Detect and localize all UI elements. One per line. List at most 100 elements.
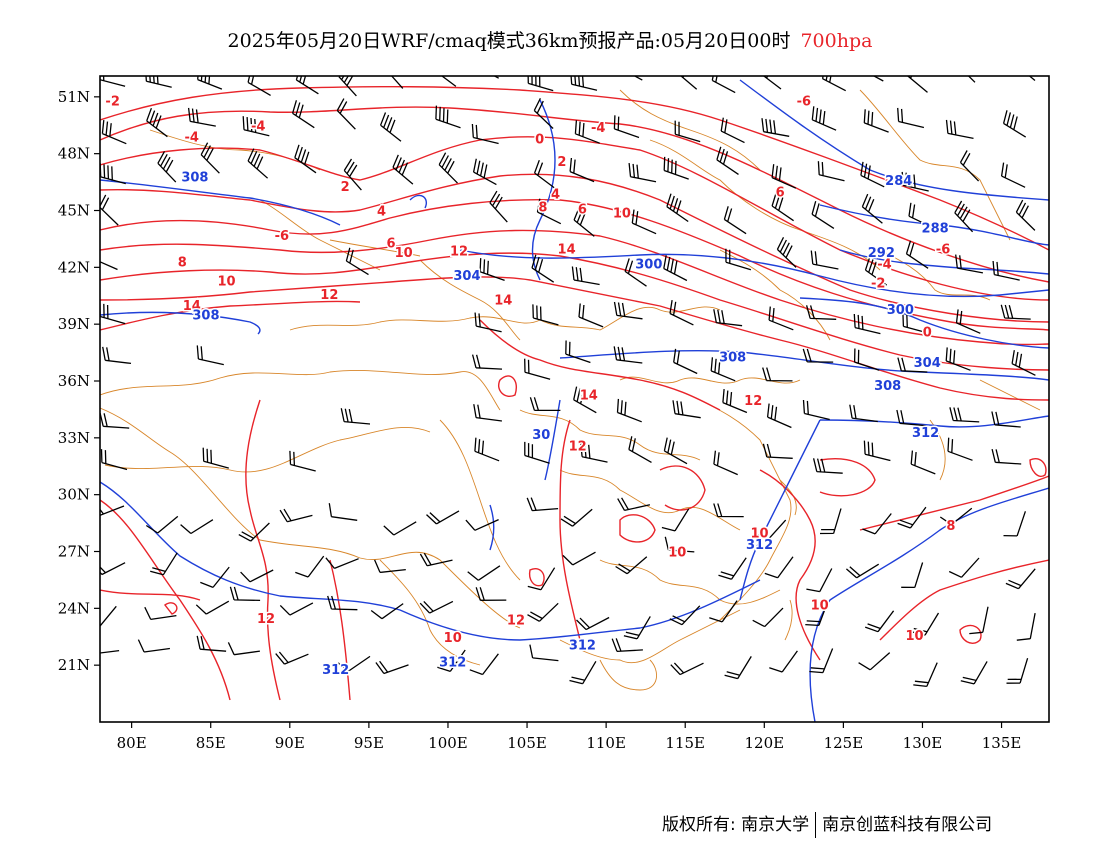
temperature-label: 10	[668, 546, 686, 561]
wind-barb	[227, 642, 260, 656]
wind-barb	[489, 190, 508, 223]
wind-barb	[611, 638, 643, 653]
wind-barb	[955, 254, 984, 274]
wind-barb	[1016, 612, 1036, 641]
wind-barb	[279, 508, 313, 523]
wind-barb	[766, 403, 792, 429]
wind-barb	[374, 559, 406, 574]
wind-barb	[809, 648, 834, 674]
map-layers	[100, 76, 1049, 722]
wind-barb	[295, 76, 319, 95]
wind-barb	[467, 565, 501, 581]
wind-barb	[465, 519, 499, 531]
wind-barb	[939, 507, 973, 526]
wind-barb	[672, 400, 701, 419]
height-label: 308	[192, 309, 219, 324]
copyright-footer: 版权所有: 南京大学 南京创蓝科技有限公司	[662, 810, 992, 838]
temperature-label: 8	[538, 201, 547, 216]
wind-barb	[569, 660, 597, 685]
height-label: 312	[322, 663, 349, 678]
pressure-level: 700hpa	[800, 30, 873, 52]
wind-barb	[570, 76, 598, 91]
temperature-label: 14	[494, 294, 512, 309]
wind-barb	[768, 306, 794, 331]
wind-barb	[849, 404, 878, 423]
temperature-label: -2	[105, 95, 119, 110]
lat-label: 36N	[58, 372, 90, 390]
wind-barb	[345, 247, 369, 276]
height-label: 312	[569, 638, 596, 653]
wind-barb	[532, 304, 559, 326]
temperature-label: 14	[580, 388, 598, 403]
wind-barb	[616, 398, 642, 423]
lat-label: 45N	[58, 202, 90, 220]
wind-barb	[901, 562, 924, 589]
wind-barb	[336, 98, 356, 130]
wind-barb	[202, 447, 229, 469]
height-label: 308	[719, 350, 746, 365]
lon-label: 125E	[824, 734, 864, 752]
wind-barb	[294, 144, 317, 174]
wind-barb	[805, 305, 837, 320]
height-label: 30	[532, 428, 550, 443]
wind-barb	[1015, 199, 1036, 231]
wind-barb	[945, 119, 974, 140]
wind-barb	[229, 586, 261, 602]
wind-barb	[725, 248, 752, 271]
temperature-label: -4	[185, 131, 199, 146]
wind-barb	[100, 194, 119, 226]
wind-barb	[573, 386, 597, 414]
temperature-label: -4	[877, 258, 891, 273]
wind-barb	[752, 607, 784, 628]
temperature-contours	[100, 85, 1049, 701]
wind-barb	[713, 309, 743, 327]
wind-barb	[196, 345, 224, 366]
wind-barb	[146, 107, 168, 138]
wind-barb	[145, 515, 179, 534]
wind-barb	[419, 552, 453, 567]
temperature-label: 12	[569, 439, 587, 454]
wind-barb	[180, 519, 214, 535]
wind-barb	[905, 240, 929, 269]
wind-barb	[864, 256, 888, 286]
wind-barb	[569, 157, 595, 183]
wind-barb	[328, 503, 358, 521]
wind-barb	[872, 76, 884, 82]
height-label: 284	[885, 174, 912, 189]
wind-barb	[863, 440, 891, 462]
wind-barb	[960, 661, 988, 685]
wind-barb	[392, 154, 414, 185]
wind-barb	[240, 569, 274, 583]
temperature-label: 4	[377, 205, 386, 220]
wind-barb	[529, 644, 559, 662]
temperature-label: 12	[320, 288, 338, 303]
wind-barb	[713, 503, 744, 518]
wind-barb	[811, 201, 835, 229]
wind-barb	[722, 389, 748, 414]
wind-barb	[527, 567, 556, 591]
lon-label: 120E	[745, 734, 785, 752]
temperature-label: -6	[275, 229, 289, 244]
wind-barb	[670, 662, 704, 676]
temperature-label: 12	[257, 612, 275, 627]
wind-barb	[669, 605, 701, 626]
wind-barb	[680, 76, 698, 90]
wind-barb	[562, 551, 596, 566]
wind-barb	[724, 656, 752, 680]
wind-barb	[669, 299, 694, 326]
temperature-label: 8	[946, 519, 955, 534]
height-label: 312	[912, 426, 939, 441]
wind-barb	[295, 555, 325, 578]
wind-barb	[811, 106, 837, 131]
wind-barb	[1005, 568, 1036, 590]
temperature-label: 12	[507, 614, 525, 629]
wind-barb	[419, 600, 454, 614]
wind-barb	[628, 163, 657, 183]
wind-barb	[947, 437, 973, 461]
wind-barb	[527, 76, 554, 92]
wind-barb	[337, 655, 371, 672]
temperature-label: 10	[906, 629, 924, 644]
wind-barb	[910, 450, 936, 475]
temperature-label: 10	[613, 206, 631, 221]
